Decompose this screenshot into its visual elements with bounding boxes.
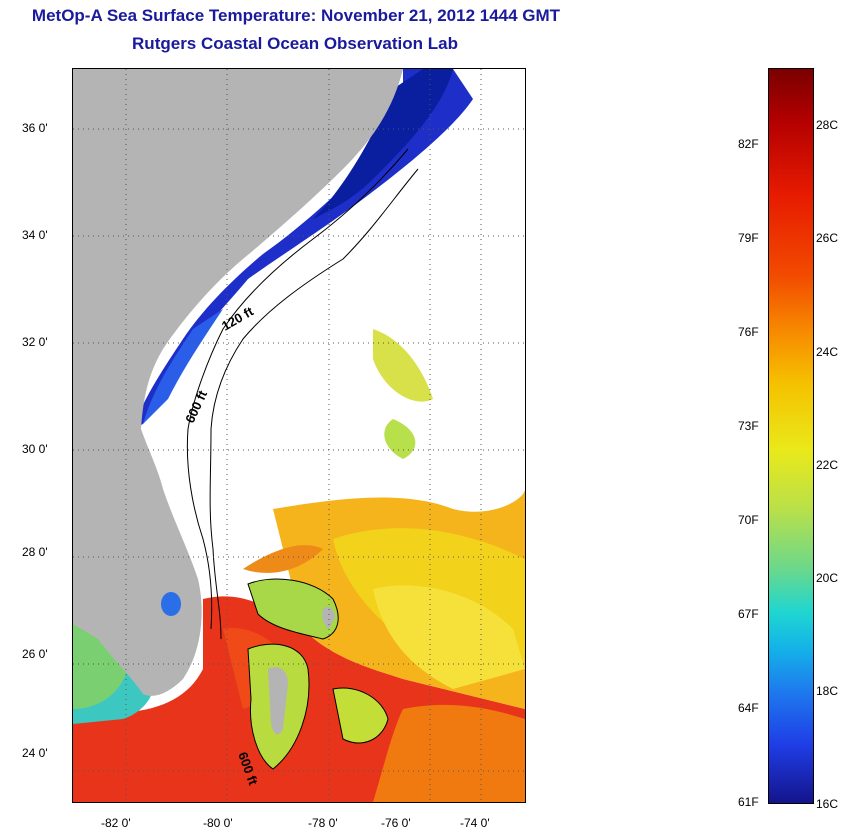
- sst-map: 120 ft 600 ft 600 ft: [72, 68, 526, 803]
- colorbar-label-18c: 18C: [816, 684, 839, 698]
- lat-label-24: 24 0': [22, 746, 48, 760]
- lat-label-28: 28 0': [22, 545, 48, 559]
- colorbar-label-76f: 76F: [738, 325, 759, 339]
- colorbar-label-24c: 24C: [816, 345, 839, 359]
- map-graticule: [73, 69, 525, 802]
- lat-label-26: 26 0': [22, 647, 48, 661]
- lat-label-30: 30 0': [22, 442, 48, 456]
- colorbar-label-26c: 26C: [816, 231, 839, 245]
- colorbar-label-20c: 20C: [816, 571, 839, 585]
- colorbar-label-67f: 67F: [738, 607, 759, 621]
- lat-label-32: 32 0': [22, 335, 48, 349]
- colorbar-label-64f: 64F: [738, 701, 759, 715]
- lon-label-82: -82 0': [101, 816, 131, 830]
- colorbar-label-79f: 79F: [738, 231, 759, 245]
- temperature-colorbar: [768, 68, 814, 804]
- land-mass: [73, 69, 403, 735]
- contour-label-600ft-north: 600 ft: [182, 388, 210, 426]
- colorbar-label-28c: 28C: [816, 118, 839, 132]
- colorbar-label-82f: 82F: [738, 137, 759, 151]
- sst-map-canvas: 120 ft 600 ft 600 ft: [73, 69, 525, 802]
- depth-contours: [186, 148, 419, 640]
- map-title: MetOp-A Sea Surface Temperature: Novembe…: [31, 6, 561, 25]
- map-subtitle: Rutgers Coastal Ocean Observation Lab: [132, 34, 458, 53]
- colorbar-label-61f: 61F: [738, 795, 759, 809]
- colorbar-label-22c: 22C: [816, 458, 839, 472]
- colorbar-label-70f: 70F: [738, 513, 759, 527]
- lat-label-36: 36 0': [22, 121, 48, 135]
- colorbar-label-16c: 16C: [816, 797, 839, 811]
- colorbar-label-73f: 73F: [738, 419, 759, 433]
- lon-label-74: -74 0': [460, 816, 490, 830]
- lat-label-34: 34 0': [22, 228, 48, 242]
- lon-label-78: -78 0': [308, 816, 338, 830]
- lon-label-80: -80 0': [203, 816, 233, 830]
- lake-okeechobee: [161, 592, 181, 616]
- contour-label-120ft: 120 ft: [219, 303, 256, 333]
- lon-label-76: -76 0': [381, 816, 411, 830]
